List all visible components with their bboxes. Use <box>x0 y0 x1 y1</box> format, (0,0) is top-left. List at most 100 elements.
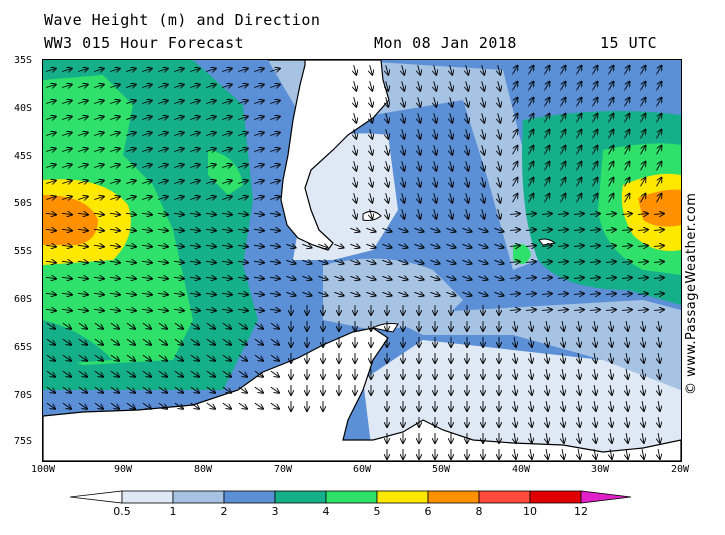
legend-tick-label: 12 <box>574 505 588 518</box>
direction-arrow <box>530 385 532 395</box>
direction-arrow <box>589 310 600 311</box>
direction-arrow <box>174 165 184 168</box>
legend-swatch <box>376 490 429 504</box>
lon-label: 80W <box>193 464 213 475</box>
direction-arrow <box>414 276 423 279</box>
direction-arrow <box>544 130 550 139</box>
direction-arrow <box>94 338 103 345</box>
direction-arrow <box>174 386 183 393</box>
direction-arrow <box>126 85 136 88</box>
direction-arrow <box>466 97 469 107</box>
direction-arrow <box>642 401 644 411</box>
direction-arrow <box>254 181 264 184</box>
direction-arrow <box>190 181 200 184</box>
direction-arrow <box>418 97 421 107</box>
direction-arrow <box>189 213 200 214</box>
direction-arrow <box>142 149 152 152</box>
direction-arrow <box>302 244 311 247</box>
direction-arrow <box>450 193 453 203</box>
direction-arrow <box>45 309 56 310</box>
direction-arrow <box>528 194 534 203</box>
direction-arrow <box>386 129 389 139</box>
direction-arrow <box>402 145 405 155</box>
direction-arrow <box>77 245 88 246</box>
direction-arrow <box>653 294 664 295</box>
direction-arrow <box>302 276 311 279</box>
direction-arrow <box>525 278 536 279</box>
credit-watermark: © www.PassageWeather.com <box>684 192 699 395</box>
direction-arrow <box>142 117 152 120</box>
direction-arrow <box>562 385 564 395</box>
direction-arrow <box>206 101 216 104</box>
direction-arrow <box>462 276 471 279</box>
direction-arrow <box>157 213 168 214</box>
direction-arrow <box>110 370 119 377</box>
direction-arrow <box>608 82 614 91</box>
direction-arrow <box>525 294 536 295</box>
direction-arrow <box>125 309 136 310</box>
direction-arrow <box>174 354 183 361</box>
direction-arrow <box>530 353 532 363</box>
direction-arrow <box>190 370 199 377</box>
direction-arrow <box>62 69 72 72</box>
direction-arrow <box>126 101 136 104</box>
direction-arrow <box>509 278 520 279</box>
direction-arrow <box>190 69 200 72</box>
direction-arrow <box>366 244 375 247</box>
direction-arrow <box>46 85 56 88</box>
direction-arrow <box>125 277 136 278</box>
direction-arrow <box>61 277 72 278</box>
direction-arrow <box>557 262 568 263</box>
direction-arrow <box>562 321 564 331</box>
direction-arrow <box>354 97 357 107</box>
legend-tick-label: 5 <box>373 505 381 518</box>
direction-arrow <box>450 113 453 123</box>
direction-arrow <box>544 82 550 91</box>
direction-arrow <box>237 245 248 246</box>
direction-arrow <box>78 354 87 361</box>
direction-arrow <box>125 293 136 294</box>
direction-arrow <box>562 401 564 411</box>
direction-arrow <box>269 293 280 294</box>
direction-arrow <box>546 401 548 411</box>
direction-arrow <box>560 178 566 187</box>
direction-arrow <box>126 402 135 409</box>
direction-arrow <box>254 101 264 104</box>
lat-label: 65S <box>14 342 33 353</box>
direction-arrow <box>110 197 120 200</box>
direction-arrow <box>514 401 516 411</box>
direction-arrow <box>354 113 357 123</box>
wave-map-svg <box>43 60 681 461</box>
direction-arrow <box>62 338 71 345</box>
direction-arrow <box>430 276 439 279</box>
direction-arrow <box>414 244 423 247</box>
direction-arrow <box>189 277 200 278</box>
direction-arrow <box>640 194 646 203</box>
direction-arrow <box>370 209 373 219</box>
direction-arrow <box>592 66 598 75</box>
direction-arrow <box>557 230 568 231</box>
direction-arrow <box>174 402 183 409</box>
direction-arrow <box>544 98 550 107</box>
direction-arrow <box>238 133 248 136</box>
direction-arrow <box>478 260 487 263</box>
direction-arrow <box>640 162 646 171</box>
direction-arrow <box>254 133 264 136</box>
direction-arrow <box>592 98 598 107</box>
direction-arrow <box>578 433 580 443</box>
direction-arrow <box>77 261 88 262</box>
direction-arrow <box>93 261 104 262</box>
direction-arrow <box>222 117 232 120</box>
direction-arrow <box>514 321 516 331</box>
direction-arrow <box>270 386 279 393</box>
direction-arrow <box>61 261 72 262</box>
direction-arrow <box>62 402 71 409</box>
direction-arrow <box>594 385 596 395</box>
direction-arrow <box>626 369 628 379</box>
direction-arrow <box>578 369 580 379</box>
direction-arrow <box>626 385 628 395</box>
direction-arrow <box>640 98 646 107</box>
direction-arrow <box>269 277 280 278</box>
direction-arrow <box>174 338 183 345</box>
landmasses <box>43 60 681 461</box>
